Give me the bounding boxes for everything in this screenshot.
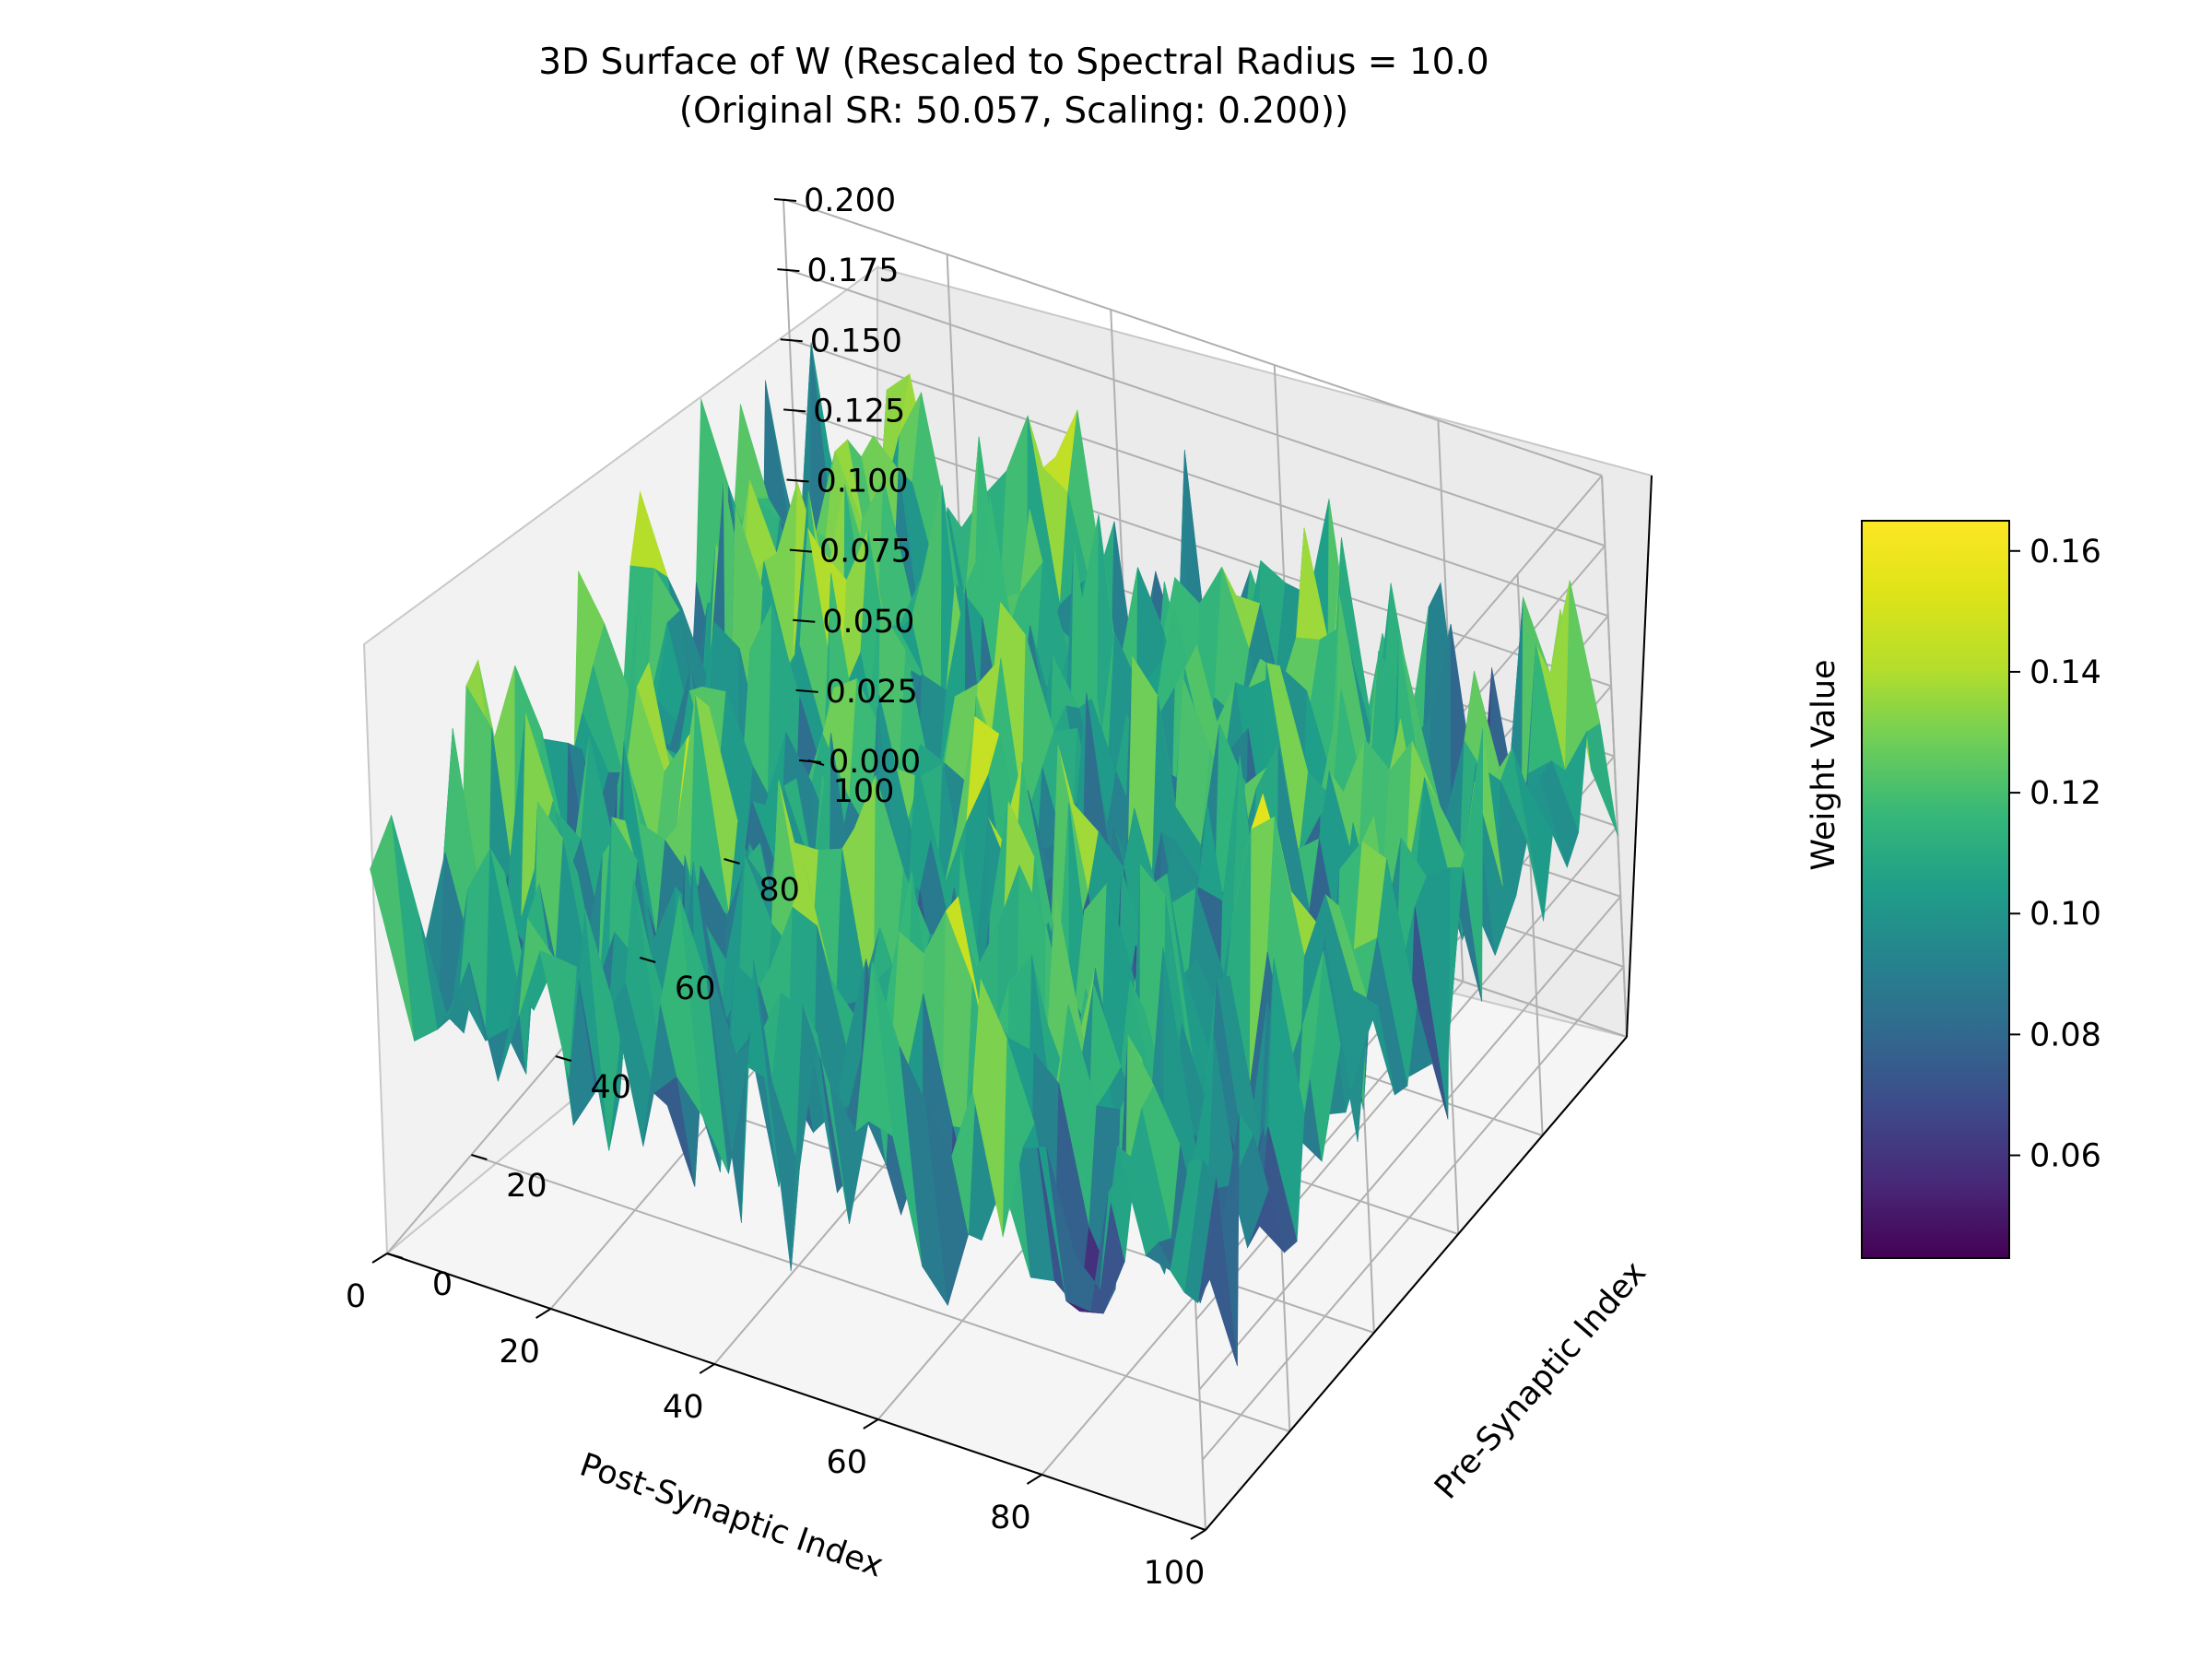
colorbar-tick-label: 0.12	[2030, 775, 2101, 812]
y-tick-mark	[555, 1055, 572, 1062]
x-tick-label: 40	[663, 1389, 704, 1426]
z-tick-mark	[789, 548, 812, 553]
y-tick-mark	[386, 1253, 404, 1259]
y-axis-line	[1205, 1036, 1628, 1531]
z-tick-mark	[786, 478, 809, 483]
colorbar-ticks: 0.06 0.08 0.10 0.12 0.14 0.16	[2009, 534, 2101, 1175]
z-tick-mark	[777, 268, 800, 273]
surface-facet	[1170, 1159, 1203, 1293]
z-axis-ticks: 0.000 0.025 0.050 0.075 0.100 0.125 0.150 0.175…	[773, 182, 921, 781]
z-tick-mark	[773, 198, 797, 202]
z-axis-line	[1626, 475, 1653, 1038]
y-tick-mark	[724, 858, 740, 865]
x-tick-mark	[699, 1363, 715, 1374]
colorbar-tick-label: 0.06	[2030, 1138, 2101, 1175]
z-tick-label: 0.200	[804, 182, 896, 219]
x-tick-mark	[535, 1308, 552, 1319]
y-tick-label: 60	[675, 971, 716, 1007]
x-tick-mark	[1026, 1474, 1042, 1485]
x-tick-label: 80	[990, 1500, 1031, 1536]
z-tick-label: 0.025	[826, 674, 918, 711]
z-tick-label: 0.100	[817, 464, 909, 500]
y-tick-label: 80	[759, 872, 800, 909]
chart-title-line-1: 3D Surface of W (Rescaled to Spectral Ra…	[538, 41, 1488, 83]
chart-title-line-2: (Original SR: 50.057, Scaling: 0.200))	[679, 90, 1349, 132]
z-tick-label: 0.125	[813, 393, 905, 429]
z-tick-mark	[783, 408, 806, 413]
z-tick-label: 0.050	[822, 604, 914, 641]
z-tick-mark	[793, 618, 816, 623]
y-tick-label: 100	[833, 773, 895, 810]
colorbar-tick-label: 0.16	[2030, 534, 2101, 571]
x-tick-label: 100	[1144, 1555, 1206, 1592]
y-tick-label: 0	[432, 1266, 453, 1303]
colorbar-tick-label: 0.08	[2030, 1017, 2101, 1053]
x-tick-mark	[863, 1418, 879, 1430]
x-tick-label: 20	[499, 1334, 540, 1371]
y-tick-mark	[639, 957, 656, 963]
x-axis-line	[386, 1253, 1206, 1531]
z-tick-label: 0.175	[806, 253, 899, 289]
y-tick-label: 40	[591, 1069, 632, 1106]
z-tick-mark	[795, 688, 818, 693]
z-tick-label: 0.150	[810, 323, 902, 359]
y-tick-label: 20	[506, 1168, 547, 1205]
x-tick-label: 0	[346, 1278, 366, 1315]
colorbar-tick-label: 0.10	[2030, 896, 2101, 933]
z-tick-mark	[798, 759, 822, 763]
z-tick-mark	[780, 338, 803, 343]
colorbar-tick-label: 0.14	[2030, 654, 2101, 691]
z-axis-label: Weight Value	[1806, 659, 1842, 870]
y-axis-ticks: 0 20 40 60 80 100	[386, 759, 895, 1303]
colorbar	[1861, 520, 2010, 1259]
surface-mesh	[370, 342, 1618, 1366]
y-axis-label: Pre-Synaptic Index	[1428, 1254, 1653, 1506]
x-axis-ticks: 0 20 40 60 80 100	[346, 1253, 1206, 1592]
y-tick-mark	[471, 1154, 488, 1160]
x-tick-label: 60	[827, 1444, 868, 1481]
x-tick-mark	[371, 1253, 388, 1264]
x-tick-mark	[1190, 1529, 1206, 1540]
z-tick-label: 0.000	[829, 744, 921, 781]
z-tick-label: 0.075	[819, 534, 912, 571]
